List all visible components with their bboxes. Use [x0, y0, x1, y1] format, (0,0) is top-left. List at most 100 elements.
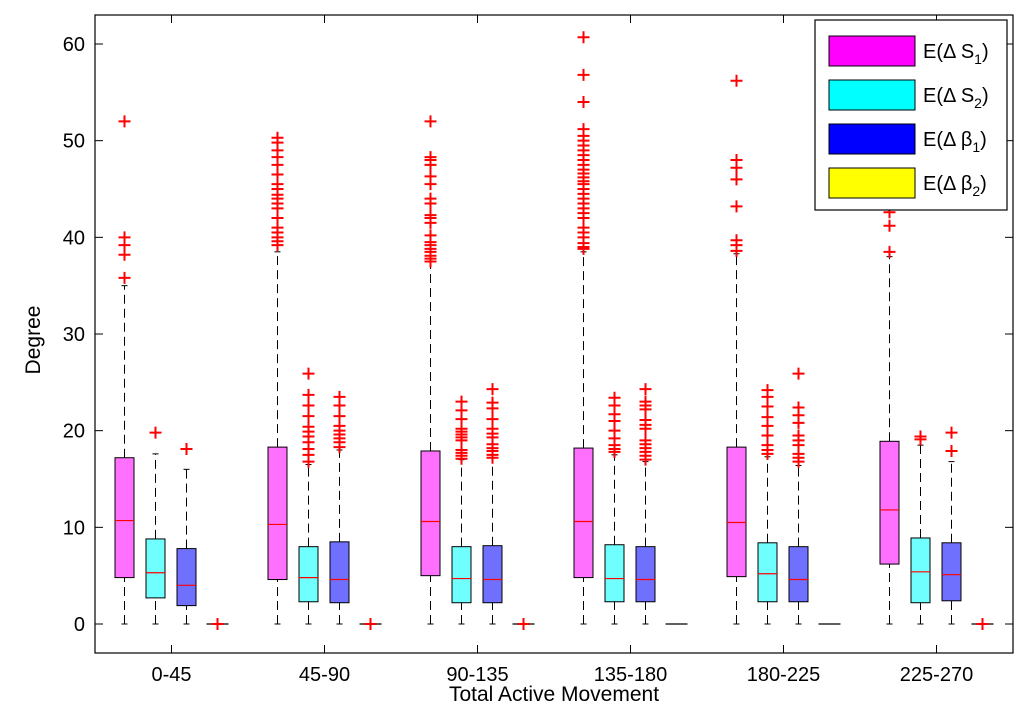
box-180-225-s1	[726, 74, 747, 625]
legend-label: E(Δ β1)	[923, 129, 987, 155]
outlier-marker	[761, 384, 774, 397]
outlier-marker	[424, 209, 437, 222]
outlier-marker	[730, 74, 743, 87]
legend-label-subscript: 1	[974, 51, 982, 67]
outlier-marker	[333, 390, 346, 403]
legend-label-subscript: 2	[972, 183, 980, 199]
outlier-marker	[149, 426, 162, 439]
y-tick-label: 30	[63, 324, 85, 346]
outlier-marker	[761, 411, 774, 424]
outlier-marker	[424, 151, 437, 164]
outlier-marker	[424, 229, 437, 242]
outlier-marker	[302, 420, 315, 433]
outlier-marker	[424, 115, 437, 128]
outlier-marker	[424, 192, 437, 205]
x-tick-label: 180-225	[747, 664, 820, 686]
box-iqr	[604, 544, 625, 603]
legend-label-close: )	[982, 41, 989, 63]
box-135-180-s2	[604, 391, 625, 625]
outlier-marker	[486, 413, 499, 426]
box-135-180-s3	[635, 383, 656, 625]
outlier-marker	[118, 231, 131, 244]
legend-label-close: )	[982, 85, 989, 107]
box-iqr	[941, 542, 962, 602]
box-225-270-s4	[971, 618, 994, 630]
y-tick-label: 0	[74, 614, 85, 636]
box-225-270-s1	[879, 206, 900, 625]
legend-label: E(Δ S1)	[923, 41, 989, 67]
box-iqr	[420, 450, 441, 577]
legend-label-close: )	[980, 173, 987, 195]
outlier-marker	[639, 383, 652, 396]
y-tick-label: 10	[63, 517, 85, 539]
x-tick-label: 0-45	[151, 664, 191, 686]
outlier-marker	[792, 367, 805, 380]
outlier-marker	[302, 388, 315, 401]
legend-swatch	[828, 123, 916, 155]
box-iqr	[451, 546, 472, 604]
box-iqr	[726, 446, 747, 578]
legend-label: E(Δ S2)	[923, 85, 989, 111]
legend-label-subscript: 2	[974, 95, 982, 111]
outlier-marker	[486, 383, 499, 396]
box-45-90-s4	[359, 618, 382, 630]
outlier-marker	[577, 123, 590, 136]
box-90-135-s2	[451, 395, 472, 625]
box-iqr	[329, 541, 350, 604]
outlier-marker	[639, 395, 652, 408]
outlier-marker	[118, 271, 131, 284]
outlier-marker	[486, 396, 499, 409]
outlier-marker	[730, 234, 743, 247]
y-axis-label: Degree	[22, 306, 45, 375]
box-45-90-s3	[329, 390, 350, 625]
box-iqr	[298, 546, 319, 603]
box-90-135-s1	[420, 115, 441, 625]
box-iqr	[910, 537, 931, 604]
outlier-marker	[945, 444, 958, 457]
legend-swatch	[828, 167, 916, 199]
outlier-marker	[639, 434, 652, 447]
outlier-marker	[424, 170, 437, 183]
outlier-marker	[883, 219, 896, 232]
outlier-marker	[792, 429, 805, 442]
y-tick-label: 50	[63, 131, 85, 153]
box-45-90-s1	[267, 131, 288, 625]
legend-label-main: E(Δ S	[923, 41, 974, 63]
box-iqr	[635, 546, 656, 603]
box-225-270-s3	[941, 426, 962, 625]
y-tick-label: 60	[63, 34, 85, 56]
outlier-marker	[608, 391, 621, 404]
outlier-marker	[271, 131, 284, 144]
outlier-marker	[639, 414, 652, 427]
legend-label-main: E(Δ β	[923, 129, 972, 151]
outlier-marker	[976, 618, 989, 630]
outlier-marker	[577, 31, 590, 44]
x-tick-label: 90-135	[446, 664, 508, 686]
legend-swatch	[828, 79, 916, 111]
x-tick-label: 45-90	[299, 664, 350, 686]
outlier-marker	[302, 399, 315, 412]
outlier-marker	[914, 430, 927, 443]
box-135-180-s1	[573, 31, 594, 625]
box-0-45-s4	[206, 618, 229, 630]
box-0-45-s3	[176, 443, 197, 625]
legend: E(Δ S1)E(Δ S2)E(Δ β1)E(Δ β2)	[814, 19, 1008, 211]
box-iqr	[176, 548, 197, 607]
legend-label-main: E(Δ S	[923, 85, 974, 107]
outlier-marker	[455, 395, 468, 408]
box-iqr	[788, 546, 809, 603]
outlier-marker	[364, 618, 377, 630]
box-45-90-s2	[298, 367, 319, 625]
outlier-marker	[180, 443, 193, 456]
outlier-marker	[730, 200, 743, 213]
outlier-marker	[945, 426, 958, 439]
y-tick-label: 20	[63, 421, 85, 443]
box-iqr	[482, 545, 503, 604]
box-iqr	[573, 447, 594, 579]
box-0-45-s2	[145, 426, 166, 625]
outlier-marker	[302, 367, 315, 380]
box-90-135-s4	[512, 618, 535, 630]
box-180-225-s3	[788, 367, 809, 625]
x-axis-label: Total Active Movement	[449, 683, 659, 706]
